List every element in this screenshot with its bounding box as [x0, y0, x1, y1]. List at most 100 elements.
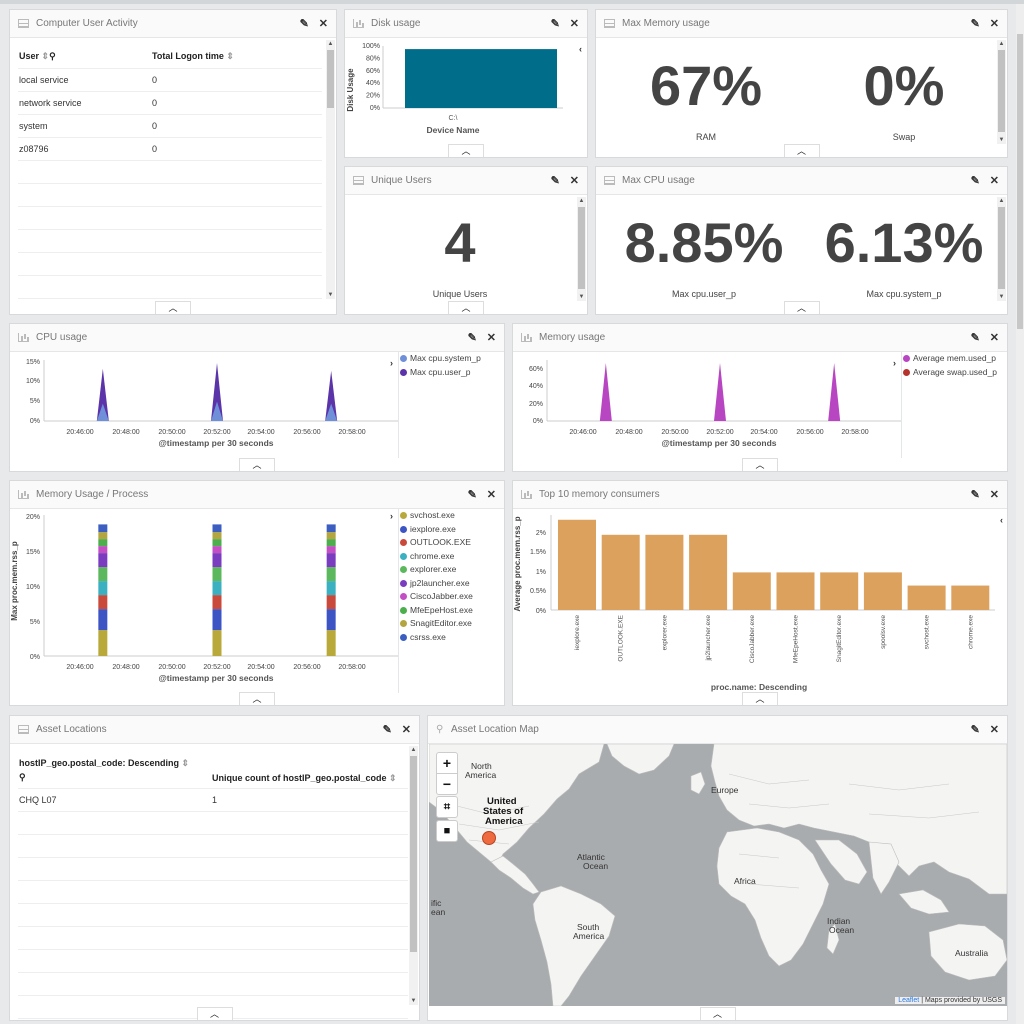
legend-item[interactable]: Max cpu.system_p	[400, 353, 481, 367]
bar-svchost-exe[interactable]	[907, 585, 946, 610]
zoom-out-button[interactable]: −	[442, 776, 452, 792]
legend-item[interactable]: Average swap.used_p	[903, 367, 997, 381]
stack-segment-mfeepehost-exe[interactable]	[326, 539, 336, 547]
sort-icon[interactable]: ⇕	[226, 51, 234, 62]
stack-segment-snagiteditor-exe[interactable]	[98, 532, 108, 540]
area-spike-max-cpu-system-p[interactable]	[211, 401, 223, 421]
area-spike-max-cpu-user-p[interactable]	[211, 363, 223, 421]
stack-segment-chrome-exe[interactable]	[326, 581, 336, 596]
scrollbar[interactable]: ▲ ▼	[326, 40, 335, 299]
draw-rectangle-button[interactable]: ■	[436, 820, 458, 842]
stack-segment-svchost-exe[interactable]	[98, 630, 108, 656]
edit-icon[interactable]: ✎	[299, 18, 309, 30]
close-icon[interactable]: ✕	[989, 489, 999, 501]
bar-outlook-exe[interactable]	[601, 534, 640, 610]
edit-icon[interactable]: ✎	[970, 724, 980, 736]
edit-icon[interactable]: ✎	[382, 724, 392, 736]
legend-item[interactable]: jp2launcher.exe	[400, 578, 473, 592]
sort-icon[interactable]: ⇕	[181, 758, 190, 768]
area-spike-max-cpu-system-p[interactable]	[325, 403, 338, 421]
legend-item[interactable]: OUTLOOK.EXE	[400, 537, 473, 551]
stack-segment-csrss-exe[interactable]	[98, 524, 108, 533]
legend-item[interactable]: MfeEpeHost.exe	[400, 605, 473, 619]
edit-icon[interactable]: ✎	[970, 332, 980, 344]
collapse-toggle[interactable]: ︿	[742, 692, 778, 705]
close-icon[interactable]: ✕	[569, 18, 579, 30]
legend-item[interactable]: csrss.exe	[400, 632, 473, 646]
close-icon[interactable]: ✕	[989, 332, 999, 344]
stack-segment-outlook-exe[interactable]	[98, 595, 108, 610]
legend-item[interactable]: explorer.exe	[400, 564, 473, 578]
edit-icon[interactable]: ✎	[467, 489, 477, 501]
edit-icon[interactable]: ✎	[467, 332, 477, 344]
collapse-toggle[interactable]: ︿	[239, 458, 275, 471]
area-spike-max-cpu-user-p[interactable]	[325, 370, 338, 421]
close-icon[interactable]: ✕	[989, 175, 999, 187]
stack-segment-jp2launcher-exe[interactable]	[98, 553, 108, 568]
stack-segment-mfeepehost-exe[interactable]	[212, 539, 222, 547]
legend-item[interactable]: CiscoJabber.exe	[400, 591, 473, 605]
stack-segment-jp2launcher-exe[interactable]	[326, 553, 336, 568]
stack-segment-chrome-exe[interactable]	[98, 581, 108, 596]
bar-jp2launcher-exe[interactable]	[689, 534, 728, 610]
stack-segment-outlook-exe[interactable]	[326, 595, 336, 610]
stack-segment-explorer-exe[interactable]	[98, 567, 108, 582]
bar-mfeepehost-exe[interactable]	[776, 572, 815, 610]
edit-icon[interactable]: ✎	[970, 175, 980, 187]
column-header-postal[interactable]: hostIP_geo.postal_code: Descending ⇕ ⚲	[18, 752, 211, 788]
stack-segment-csrss-exe[interactable]	[212, 524, 222, 533]
collapse-toggle[interactable]: ︿	[448, 144, 484, 157]
collapse-toggle[interactable]: ︿	[239, 692, 275, 705]
stack-segment-outlook-exe[interactable]	[212, 595, 222, 610]
edit-icon[interactable]: ✎	[970, 489, 980, 501]
edit-icon[interactable]: ✎	[550, 18, 560, 30]
area-spike-average-mem-used-p[interactable]	[714, 363, 726, 421]
scrollbar[interactable]: ▲ ▼	[997, 197, 1006, 301]
leaflet-link[interactable]: Leaflet	[898, 997, 920, 1004]
legend-item[interactable]: svchost.exe	[400, 510, 473, 524]
close-icon[interactable]: ✕	[989, 724, 999, 736]
scrollbar[interactable]: ▲ ▼	[997, 40, 1006, 144]
area-spike-max-cpu-user-p[interactable]	[96, 368, 109, 421]
location-marker[interactable]	[482, 831, 496, 845]
sort-icon[interactable]: ⇕	[41, 51, 50, 62]
close-icon[interactable]: ✕	[318, 18, 328, 30]
stack-segment-iexplore-exe[interactable]	[326, 609, 336, 631]
close-icon[interactable]: ✕	[569, 175, 579, 187]
bar-chrome-exe[interactable]	[951, 585, 990, 610]
close-icon[interactable]: ✕	[486, 332, 496, 344]
collapse-toggle[interactable]: ︿	[448, 301, 484, 314]
legend-item[interactable]: chrome.exe	[400, 551, 473, 565]
close-icon[interactable]: ✕	[401, 724, 411, 736]
collapse-toggle[interactable]: ︿	[783, 301, 820, 314]
collapse-toggle[interactable]: ︿	[783, 144, 820, 157]
stack-segment-svchost-exe[interactable]	[212, 630, 222, 656]
page-scrollbar[interactable]	[1016, 4, 1024, 1024]
search-icon[interactable]: ⚲	[49, 51, 56, 62]
legend-toggle-icon[interactable]: ›	[893, 358, 896, 368]
area-spike-average-mem-used-p[interactable]	[599, 363, 612, 421]
stack-segment-explorer-exe[interactable]	[326, 567, 336, 582]
stack-segment-ciscojabber-exe[interactable]	[212, 546, 222, 554]
legend-item[interactable]: iexplore.exe	[400, 524, 473, 538]
stack-segment-ciscojabber-exe[interactable]	[98, 546, 108, 554]
bar-explorer-exe[interactable]	[645, 534, 684, 610]
sort-icon[interactable]: ⇕	[389, 772, 397, 783]
stack-segment-csrss-exe[interactable]	[326, 524, 336, 533]
scrollbar[interactable]: ▲ ▼	[577, 197, 586, 301]
search-icon[interactable]: ⚲	[19, 772, 26, 782]
stack-segment-jp2launcher-exe[interactable]	[212, 553, 222, 568]
bar-ciscojabber-exe[interactable]	[732, 572, 771, 610]
column-header-logon[interactable]: Total Logon time ⇕	[151, 46, 322, 68]
collapse-toggle[interactable]: ︿	[155, 301, 191, 314]
area-spike-average-mem-used-p[interactable]	[828, 363, 841, 421]
legend-toggle-icon[interactable]: ‹	[1000, 515, 1003, 525]
stack-segment-svchost-exe[interactable]	[326, 630, 336, 656]
legend-item[interactable]: Max cpu.user_p	[400, 367, 481, 381]
bar-spoolsv-exe[interactable]	[863, 572, 902, 610]
bar-c-drive[interactable]	[405, 49, 557, 108]
bar-iexplore-exe[interactable]	[558, 519, 596, 610]
legend-item[interactable]: Average mem.used_p	[903, 353, 997, 367]
collapse-toggle[interactable]: ︿	[196, 1007, 233, 1020]
bar-snagiteditor-exe[interactable]	[820, 572, 859, 610]
